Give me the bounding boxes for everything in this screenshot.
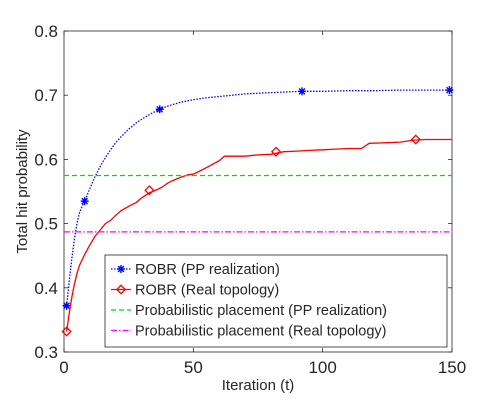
y-tick-label: 0.8	[34, 22, 58, 41]
legend-marker	[115, 284, 127, 295]
data-point-marker	[155, 105, 164, 114]
data-point-marker	[80, 197, 89, 206]
y-tick-label: 0.6	[34, 150, 58, 169]
x-tick-label: 100	[308, 358, 336, 377]
legend-label: ROBR (Real topology)	[135, 283, 279, 299]
y-tick-label: 0.5	[34, 215, 58, 234]
legend-label: Probabilistic placement (PP realization)	[135, 303, 387, 319]
series-2	[61, 134, 452, 337]
data-point-marker	[62, 301, 71, 310]
x-tick-label: 150	[438, 358, 466, 377]
data-point-marker	[144, 185, 155, 196]
legend-label: ROBR (PP realization)	[135, 262, 280, 278]
series-1	[62, 86, 454, 310]
axis-ticks: 0 50 100 150 0.3 0.4 0.5 0.6 0.7 0.8	[34, 22, 466, 377]
legend: ROBR (PP realization) ROBR (Real topology…	[104, 254, 448, 348]
data-point-marker	[445, 86, 454, 95]
x-tick-label: 50	[184, 358, 203, 377]
data-point-marker	[61, 326, 72, 337]
series-line-2	[65, 138, 452, 332]
y-tick-label: 0.4	[34, 279, 58, 298]
data-point-marker	[410, 134, 421, 145]
y-tick-label: 0.7	[34, 86, 58, 105]
legend-box	[104, 254, 448, 348]
legend-marker	[117, 265, 125, 273]
x-axis-label: Iteration (t)	[222, 377, 295, 394]
y-axis-label: Total hit probability	[14, 129, 31, 254]
x-tick-label: 0	[59, 358, 68, 377]
data-point-marker	[297, 87, 306, 96]
data-point-marker	[270, 146, 282, 157]
series-layer	[61, 86, 454, 337]
y-tick-label: 0.3	[34, 343, 58, 362]
legend-label: Probabilistic placement (Real topology)	[135, 324, 386, 340]
